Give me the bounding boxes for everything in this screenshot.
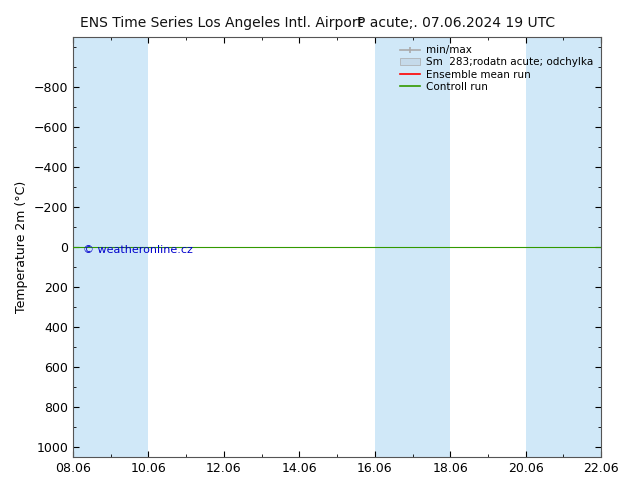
- Bar: [413, 37, 450, 457]
- Bar: [564, 37, 601, 457]
- Bar: [111, 37, 148, 457]
- Bar: [526, 37, 564, 457]
- Legend: min/max, Sm  283;rodatn acute; odchylka, Ensemble mean run, Controll run: min/max, Sm 283;rodatn acute; odchylka, …: [396, 42, 596, 95]
- Text: © weatheronline.cz: © weatheronline.cz: [84, 245, 193, 255]
- Text: P acute;. 07.06.2024 19 UTC: P acute;. 07.06.2024 19 UTC: [358, 16, 555, 30]
- Bar: [73, 37, 111, 457]
- Bar: [375, 37, 413, 457]
- Text: ENS Time Series Los Angeles Intl. Airport: ENS Time Series Los Angeles Intl. Airpor…: [81, 16, 363, 30]
- Y-axis label: Temperature 2m (°C): Temperature 2m (°C): [15, 181, 28, 313]
